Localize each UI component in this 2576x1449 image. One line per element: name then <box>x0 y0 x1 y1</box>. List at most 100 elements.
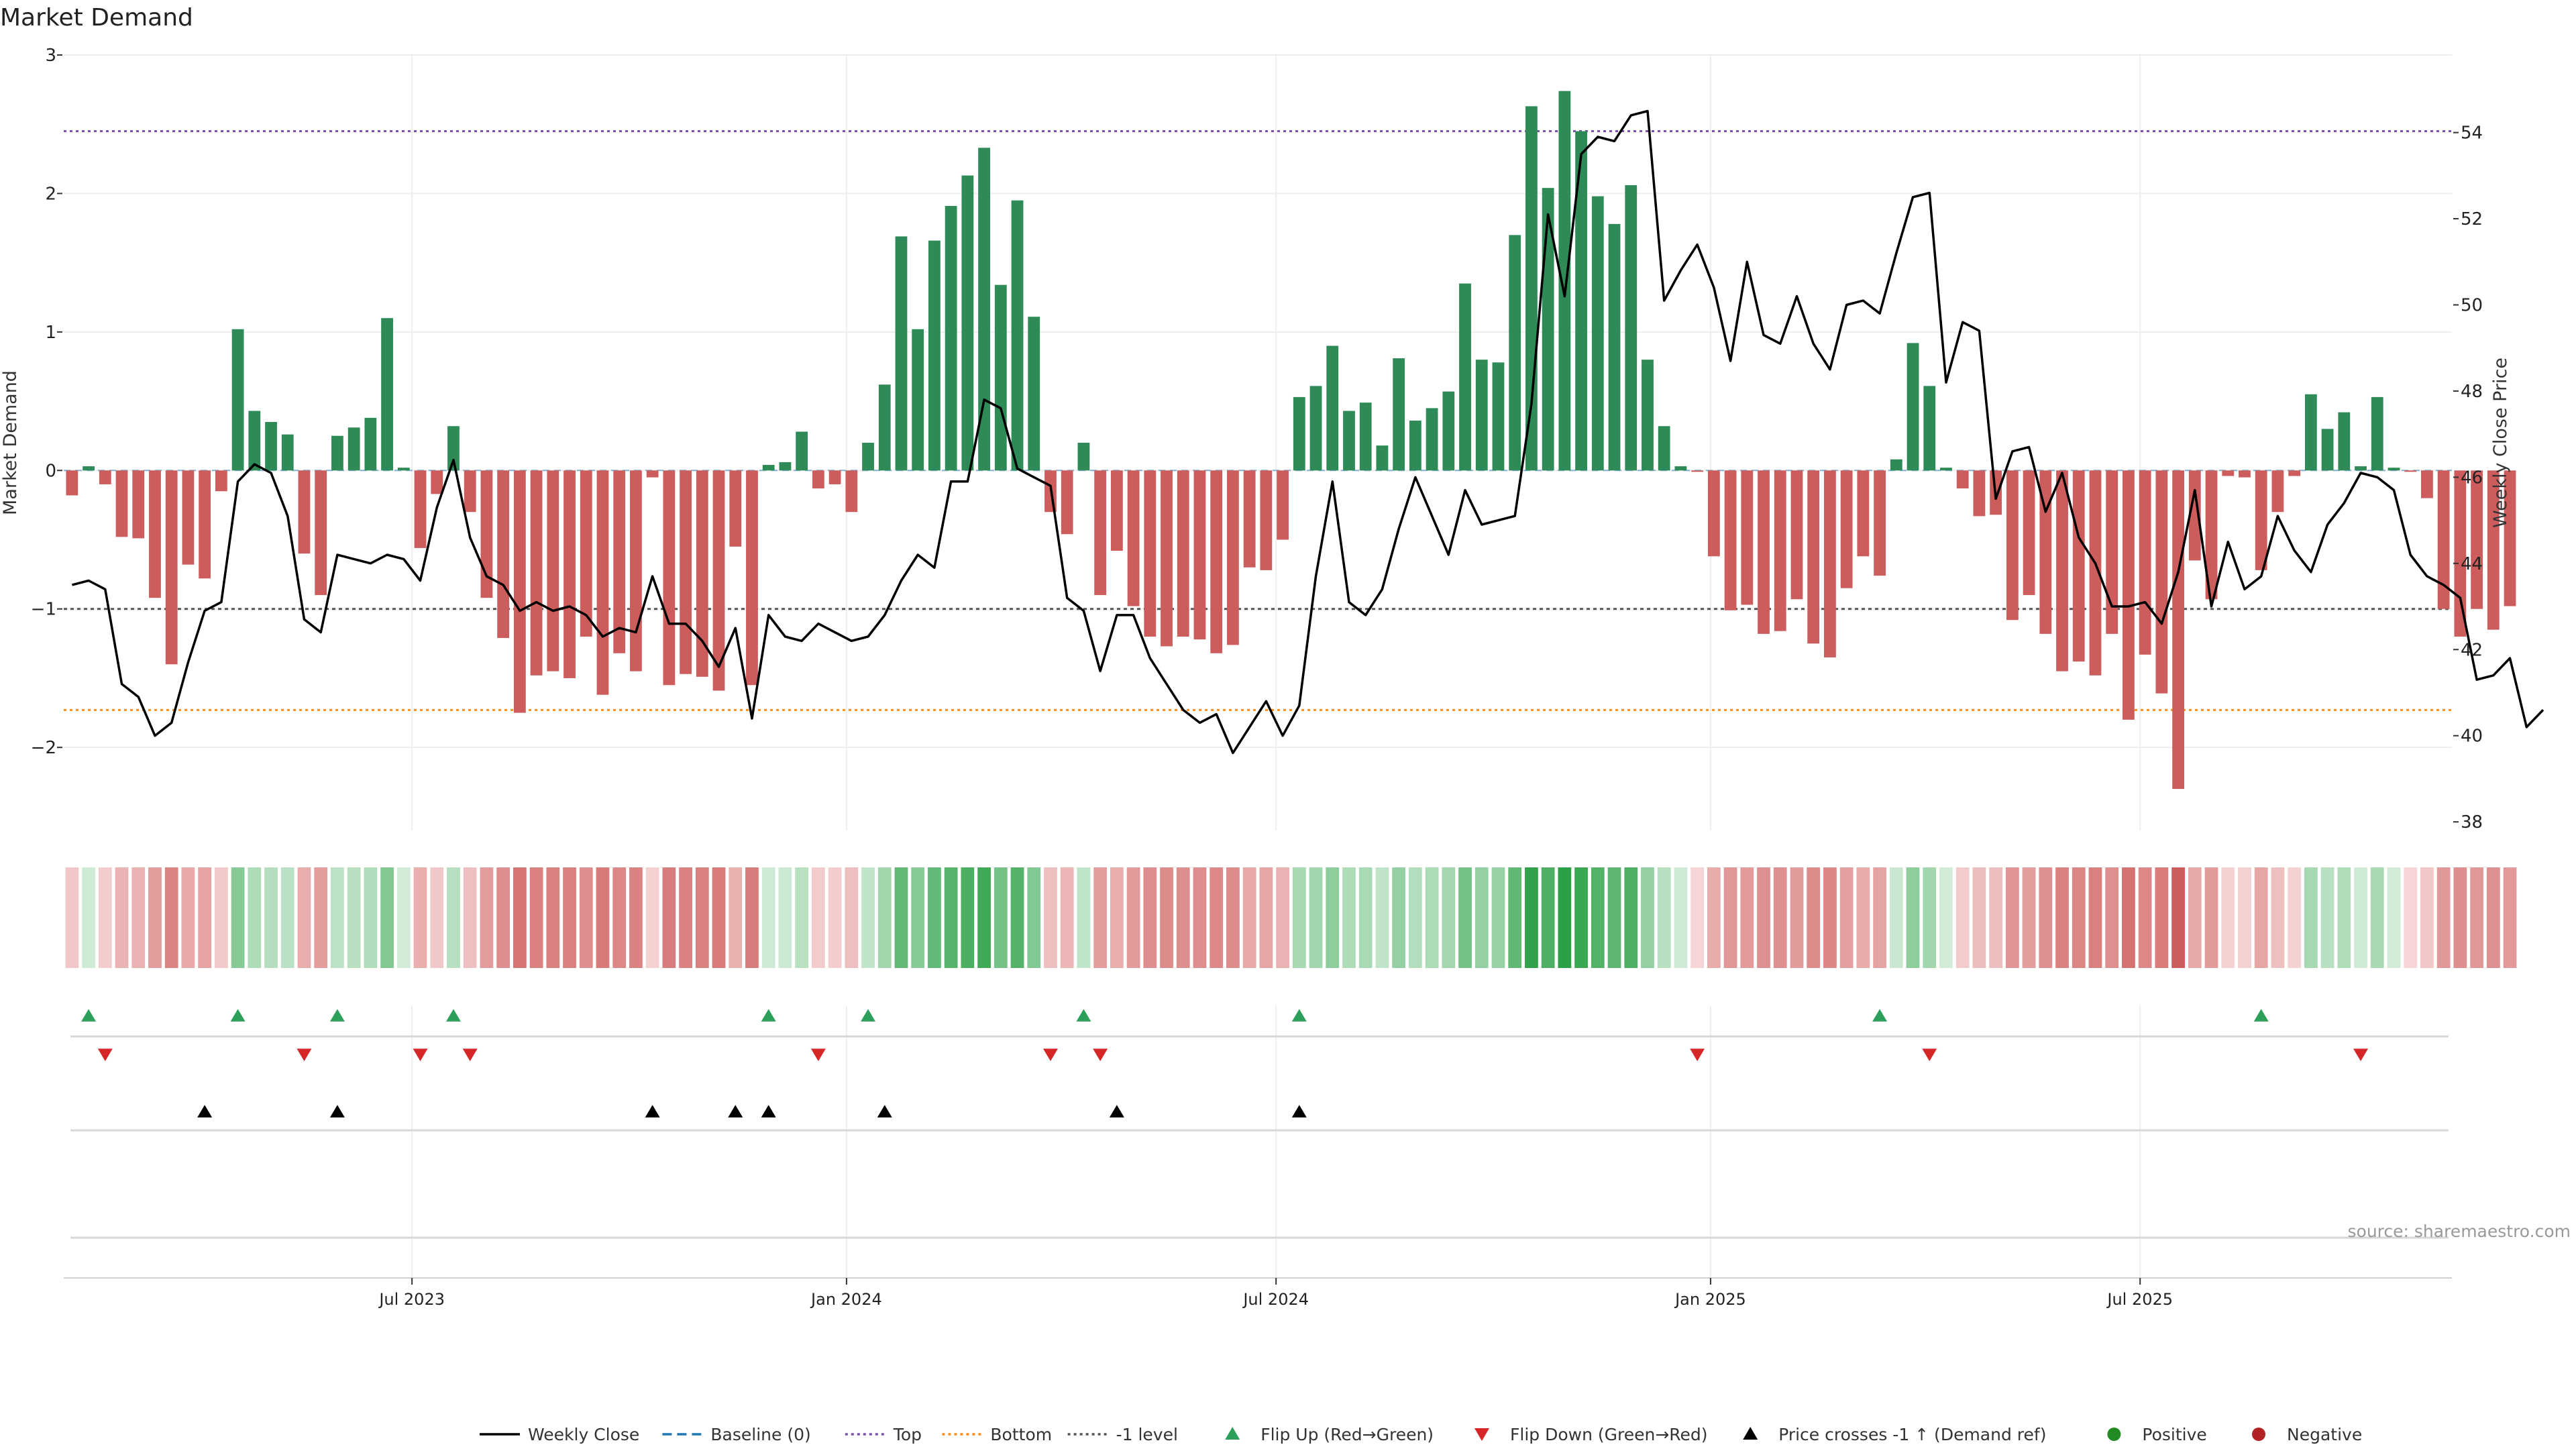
demand-bar <box>564 470 576 678</box>
legend-item: -1 level <box>1067 1425 1178 1444</box>
heat-cell <box>877 867 892 968</box>
demand-bar <box>1840 470 1853 588</box>
y-tick-label: 1 <box>45 323 56 343</box>
heat-cell <box>280 867 294 968</box>
demand-bar <box>83 466 95 471</box>
legend-label: Negative <box>2287 1425 2362 1444</box>
demand-bar <box>580 470 592 637</box>
demand-bar <box>1774 470 1786 631</box>
demand-bar <box>2089 470 2102 676</box>
demand-bar <box>2039 470 2052 634</box>
demand-bar <box>2288 470 2301 476</box>
demand-bar <box>364 417 377 471</box>
demand-bar <box>2437 470 2450 609</box>
heat-cell <box>1723 867 1737 968</box>
heat-cell <box>1276 867 1289 968</box>
heat-cell <box>911 867 925 968</box>
heat-cell <box>98 867 112 968</box>
legend-label: Bottom <box>990 1425 1052 1444</box>
heat-cell <box>1160 867 1173 968</box>
heat-cell <box>596 867 610 968</box>
heat-cell <box>563 867 576 968</box>
demand-bar <box>149 470 161 598</box>
demand-bar <box>315 470 327 596</box>
heat-cell <box>1491 867 1505 968</box>
y-axis-right: 38 40 42 44 46 48 50 52 54 <box>2453 123 2483 833</box>
heat-cell <box>662 867 676 968</box>
demand-bar <box>99 470 111 484</box>
demand-bar <box>1509 235 1521 471</box>
heat-cell <box>198 867 212 968</box>
legend-swatch <box>1225 1427 1240 1440</box>
legend-label: -1 level <box>1116 1425 1178 1444</box>
demand-bar <box>646 470 659 478</box>
y-tick-label: 3 <box>45 46 56 66</box>
demand-bar <box>2072 470 2085 662</box>
demand-bar <box>630 470 642 672</box>
heat-cell <box>1425 867 1439 968</box>
heat-cell <box>1558 867 1572 968</box>
heat-cell <box>1591 867 1605 968</box>
demand-bar <box>1293 396 1305 471</box>
demand-bar <box>1940 468 1952 471</box>
legend-swatch <box>1474 1428 1489 1441</box>
demand-bar <box>298 470 311 554</box>
flip-down-marker <box>810 1049 826 1061</box>
heat-cell <box>629 867 643 968</box>
demand-bar <box>2123 470 2135 720</box>
heat-cell <box>2171 867 2185 968</box>
demand-bar <box>1409 420 1421 471</box>
heat-cell <box>2254 867 2268 968</box>
demand-bar <box>165 470 178 665</box>
heat-cell <box>1989 867 2003 968</box>
heat-cell <box>2503 867 2517 968</box>
heat-cell <box>612 867 627 968</box>
heat-cell <box>1889 867 1903 968</box>
legend-item: Positive <box>2107 1425 2207 1444</box>
demand-bar <box>2172 470 2184 790</box>
heat-cell <box>380 867 394 968</box>
demand-bar <box>1011 200 1024 471</box>
heat-cell <box>2155 867 2169 968</box>
heat-cell <box>1259 867 1273 968</box>
x-axis: Jul 2023 Jan 2024 Jul 2024 Jan 2025 Jul 2025 <box>378 1278 2173 1309</box>
demand-bar <box>1077 443 1090 471</box>
y-axis-label: Market Demand <box>0 370 21 515</box>
heat-cell <box>1010 867 1024 968</box>
price-cross-marker <box>197 1105 213 1118</box>
flip-up-marker <box>1872 1009 1888 1022</box>
legend-item: Weekly Close <box>480 1425 639 1444</box>
demand-bar <box>2222 470 2235 476</box>
heat-cell <box>1226 867 1240 968</box>
heat-cell <box>1823 867 1837 968</box>
weekly-close-line <box>71 109 2544 755</box>
demand-bar <box>1874 470 1886 576</box>
heat-cell <box>82 867 95 968</box>
heat-cell <box>1773 867 1787 968</box>
y2-tick-label: 44 <box>2461 554 2483 574</box>
heat-cell <box>65 867 79 968</box>
x-tick-label: Jan 2025 <box>1674 1290 1746 1309</box>
y2-tick-label: 52 <box>2461 209 2483 229</box>
legend-label: Weekly Close <box>528 1425 639 1444</box>
demand-bar <box>1890 459 1902 471</box>
heat-cell <box>2271 867 2285 968</box>
heat-cell <box>1110 867 1124 968</box>
heat-cell <box>994 867 1008 968</box>
demand-bar <box>1807 470 1820 644</box>
legend-label: Baseline (0) <box>710 1425 810 1444</box>
demand-bar <box>1376 445 1389 471</box>
demand-bar <box>464 470 476 513</box>
heat-cell <box>1342 867 1356 968</box>
demand-bar <box>2421 470 2433 498</box>
demand-bar <box>1658 426 1670 471</box>
heat-cell <box>2138 867 2152 968</box>
demand-bar <box>231 329 244 471</box>
demand-bar <box>115 470 128 537</box>
demand-bar <box>1956 470 1969 489</box>
heat-cell <box>1027 867 1041 968</box>
heat-cell <box>2022 867 2036 968</box>
heat-cell <box>1856 867 1870 968</box>
demand-bar <box>978 148 990 471</box>
legend: Weekly Close Baseline (0) Top Bottom -1 leve… <box>480 1425 2362 1444</box>
